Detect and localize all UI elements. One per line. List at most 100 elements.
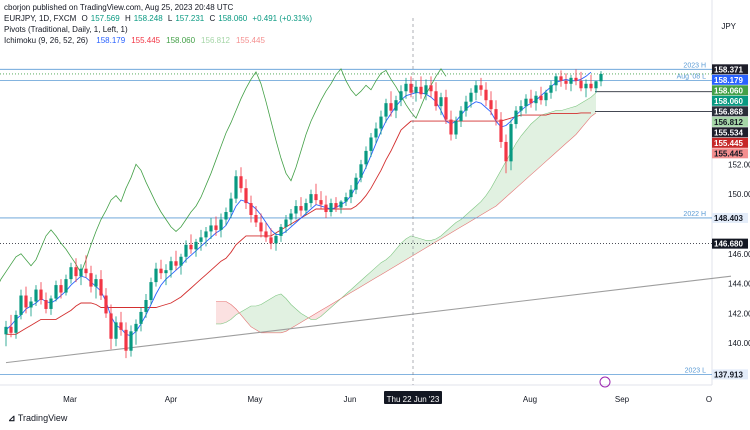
candle-body [594, 81, 598, 89]
candle-body [224, 212, 228, 220]
candle-body [579, 80, 583, 89]
candle-body [494, 109, 498, 120]
candle-body [279, 226, 283, 236]
candle-body [214, 225, 218, 230]
price-label-text: 158.060 [714, 97, 743, 106]
price-label-box [712, 127, 748, 138]
candle-body [299, 206, 303, 211]
ichimoku-cloud-segment [276, 294, 281, 333]
price-label-text: 156.812 [714, 118, 743, 127]
ohlc-open-label: O [81, 14, 88, 23]
ichimoku-cloud-segment [526, 124, 531, 180]
candle-body [359, 164, 363, 178]
ichimoku-value: 156.812 [201, 36, 230, 45]
candle-body [324, 204, 328, 213]
ichimoku-cloud-segment [311, 313, 316, 320]
candle-body [554, 76, 558, 86]
currency-label: JPY [721, 22, 736, 31]
price-label-box [712, 369, 748, 380]
ichimoku-cloud-segment [226, 301, 231, 323]
ichimoku-cloud-segment [581, 100, 586, 129]
candle-body [4, 326, 8, 335]
ichimoku-cloud-segment [286, 298, 291, 332]
candle-body [464, 101, 468, 111]
candle-body [569, 77, 573, 84]
ichimoku-value: 155.445 [235, 36, 265, 45]
ohlc-open: 157.569 [90, 14, 120, 23]
candle-body [9, 326, 13, 333]
ichimoku-cloud-segment [371, 267, 376, 281]
candle-body [169, 261, 173, 271]
price-label-text: 158.179 [714, 76, 743, 85]
candle-body [134, 323, 138, 332]
ichimoku-cloud-segment [571, 106, 576, 139]
published-by: cborjon published on TradingView.com, Au… [4, 3, 234, 12]
candle-body [389, 103, 393, 111]
candle-body [104, 295, 108, 314]
x-tick-label: Jun [344, 395, 357, 404]
candle-body [149, 282, 153, 301]
pivots-indicator-label[interactable]: Pivots (Traditional, Daily, 1, Left, 1) [4, 25, 128, 34]
candle-body [239, 176, 243, 189]
candle-body [179, 256, 183, 266]
tradingview-logo: ⊿ TradingView [8, 413, 67, 424]
x-tick-label: Apr [165, 395, 178, 404]
candle-body [204, 231, 208, 238]
price-label-box [712, 95, 748, 106]
ichimoku-value: 158.179 [96, 36, 126, 45]
candle-body [24, 295, 28, 308]
ichimoku-cloud-segment [331, 301, 336, 308]
ichimoku-cloud-segment [546, 112, 551, 162]
ichimoku-cloud-segment [436, 235, 441, 242]
ichimoku-cloud-segment [396, 243, 401, 266]
candle-body [454, 121, 458, 135]
ichimoku-cloud-segment [426, 240, 431, 248]
candle-body [304, 203, 308, 211]
senkou-span-b-line [216, 112, 597, 334]
candle-body [289, 213, 293, 220]
trendline [5, 275, 732, 364]
y-tick-label: 142.000 [728, 309, 750, 318]
ichimoku-cloud-segment [221, 301, 226, 324]
ichimoku-cloud-segment [421, 238, 426, 251]
candle-body [264, 231, 268, 238]
ichimoku-cloud-segment [536, 115, 541, 171]
candle-body [589, 83, 593, 89]
price-label-box [712, 74, 748, 85]
candle-body [114, 322, 118, 339]
candle-body [274, 235, 278, 244]
ichimoku-cloud-segment [271, 295, 276, 333]
price-label-text: 155.445 [714, 139, 743, 148]
ichimoku-cloud-segment [501, 161, 506, 202]
y-tick-label: 140.000 [728, 339, 750, 348]
ichimoku-cloud-segment [261, 301, 266, 333]
candle-body [329, 203, 333, 213]
ichimoku-indicator[interactable]: Ichimoku (9, 26, 52, 26) 158.179 155.445 1… [4, 36, 271, 46]
ichimoku-cloud-segment [586, 97, 591, 123]
candle-body [249, 203, 253, 216]
price-label-box [712, 148, 748, 159]
candle-body [504, 141, 508, 162]
candle-body [159, 268, 163, 274]
candle-body [129, 331, 133, 351]
candle-body [164, 270, 168, 274]
candle-body [139, 311, 143, 324]
candle-body [314, 194, 318, 201]
price-label-box [712, 85, 748, 96]
candle-body [344, 197, 348, 202]
x-tick-label: May [247, 395, 262, 404]
ichimoku-cloud-segment [506, 152, 511, 198]
candle-body [564, 80, 568, 84]
candle-body [544, 92, 548, 101]
symbol-line: EURJPY, 1D, FXCM O 157.569 H 158.248 L 157.… [4, 14, 315, 24]
candle-body [154, 268, 158, 283]
ichimoku-cloud-segment [516, 135, 521, 189]
ichimoku-cloud-segment [251, 305, 256, 330]
candle-body [394, 100, 398, 111]
candle-body [519, 106, 523, 111]
ichimoku-cloud-segment [246, 305, 251, 327]
ichimoku-cloud-segment [561, 109, 566, 148]
x-tick-label: Mar [63, 395, 77, 404]
symbol-name[interactable]: EURJPY, 1D, FXCM [4, 14, 77, 23]
